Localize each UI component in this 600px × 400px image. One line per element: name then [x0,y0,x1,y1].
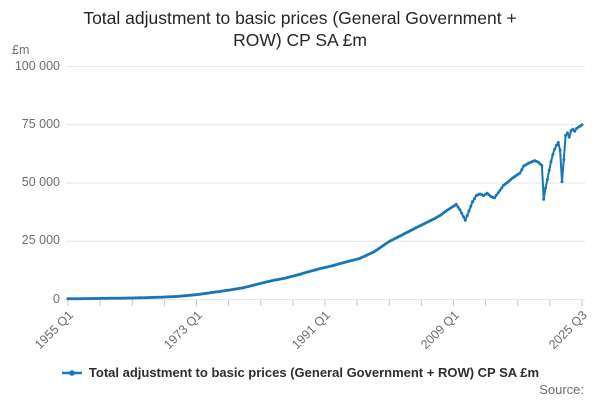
y-axis-tick-label: 100 000 [14,58,60,73]
y-axis-tick-label: 75 000 [21,116,60,131]
legend-item-series[interactable]: Total adjustment to basic prices (Genera… [0,365,600,380]
gridlines [66,66,585,300]
chart-title: Total adjustment to basic prices (Genera… [83,8,517,51]
line-series-icon [61,369,82,376]
data-line [67,123,583,300]
y-axis-tick-label: 25 000 [21,233,60,248]
y-axis-tick-label: 50 000 [21,175,60,189]
source-label: Source: [539,382,584,397]
x-axis-ticks [67,300,583,306]
y-axis-tick-label: 0 [53,291,60,306]
legend-series-label: Total adjustment to basic prices (Genera… [88,365,540,380]
data-markers [66,123,584,301]
y-axis-unit-label: £m [12,43,30,57]
